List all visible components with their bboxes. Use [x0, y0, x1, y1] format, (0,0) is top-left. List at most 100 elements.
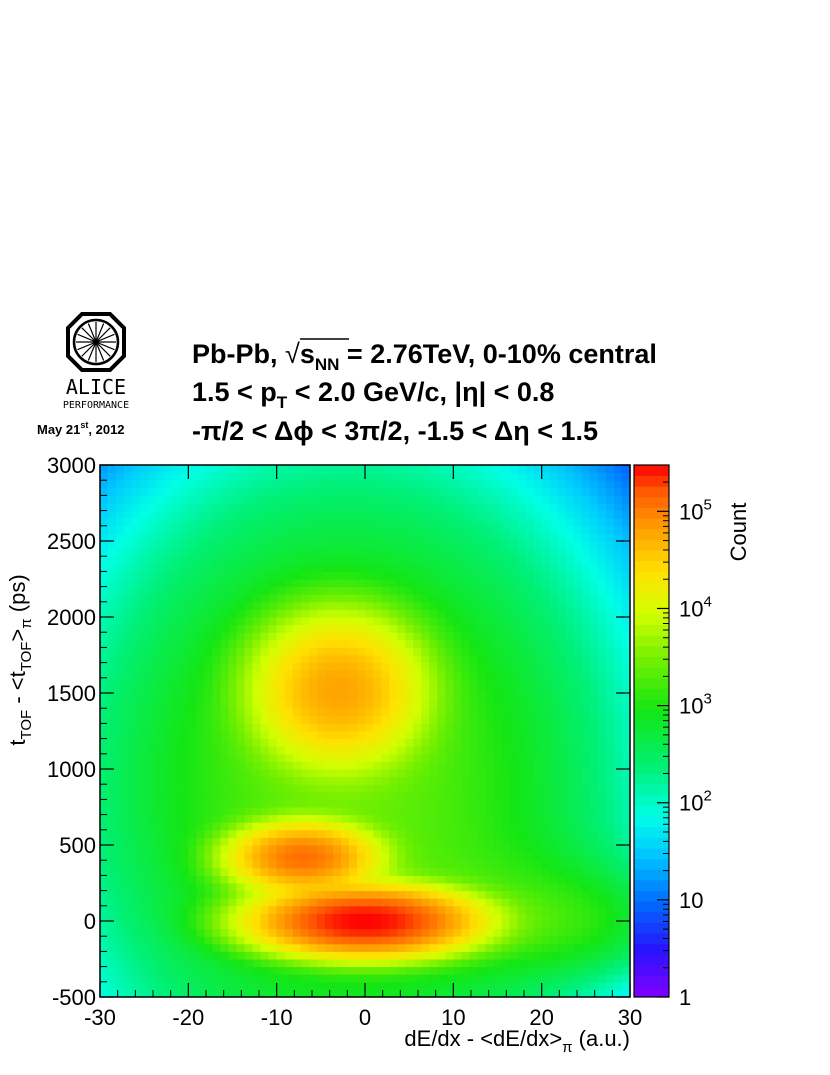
heatmap-cell	[421, 487, 430, 496]
heatmap-cell	[365, 913, 374, 922]
heatmap-cell	[196, 541, 205, 550]
heatmap-cell	[485, 465, 494, 474]
heatmap-cell	[108, 852, 117, 861]
heatmap-cell	[316, 472, 326, 481]
heatmap-cell	[356, 579, 366, 588]
heatmap-cell	[437, 548, 446, 557]
heatmap-cell	[485, 951, 494, 960]
heatmap-cell	[389, 951, 398, 960]
heatmap-cell	[365, 807, 374, 816]
heatmap-cell	[100, 609, 109, 618]
heatmap-cell	[148, 753, 157, 762]
heatmap-cell	[196, 807, 205, 816]
heatmap-cell	[356, 700, 366, 709]
heatmap-cell	[573, 601, 583, 610]
heatmap-cell	[429, 700, 438, 709]
heatmap-cell	[132, 989, 141, 998]
heatmap-cell	[517, 503, 527, 512]
heatmap-cell	[140, 814, 149, 823]
heatmap-cell	[397, 746, 406, 755]
heatmap-cell	[501, 921, 511, 930]
heatmap-cell	[124, 480, 133, 489]
heatmap-cell	[453, 609, 462, 618]
heatmap-cell	[493, 928, 503, 937]
heatmap-cell	[405, 677, 414, 686]
heatmap-cell	[557, 495, 567, 504]
heatmap-cell	[268, 655, 278, 664]
heatmap-cell	[220, 518, 229, 527]
heatmap-cell	[324, 860, 334, 869]
heatmap-cell	[284, 465, 294, 474]
heatmap-cell	[172, 761, 181, 770]
heatmap-cell	[573, 731, 583, 740]
heatmap-cell	[188, 693, 197, 702]
heatmap-cell	[348, 867, 358, 876]
heatmap-cell	[332, 966, 342, 975]
heatmap-cell	[605, 807, 615, 816]
heatmap-cell	[501, 662, 511, 671]
heatmap-cell	[348, 829, 358, 838]
heatmap-cell	[132, 685, 141, 694]
heatmap-cell	[469, 662, 478, 671]
heatmap-cell	[437, 905, 446, 914]
heatmap-cell	[332, 943, 342, 952]
heatmap-cell	[613, 966, 623, 975]
heatmap-cell	[541, 677, 551, 686]
heatmap-cell	[389, 898, 398, 907]
heatmap-cell	[421, 594, 430, 603]
heatmap-cell	[164, 753, 173, 762]
heatmap-cell	[485, 981, 494, 990]
heatmap-cell	[613, 974, 623, 983]
heatmap-cell	[549, 533, 559, 542]
heatmap-cell	[156, 647, 165, 656]
heatmap-cell	[356, 989, 366, 998]
heatmap-cell	[284, 556, 294, 565]
heatmap-cell	[461, 974, 470, 983]
heatmap-cell	[573, 921, 583, 930]
heatmap-cell	[140, 890, 149, 899]
heatmap-cell	[212, 959, 221, 968]
heatmap-cell	[164, 594, 173, 603]
heatmap-cell	[260, 617, 270, 626]
heatmap-cell	[453, 852, 462, 861]
heatmap-cell	[429, 503, 438, 512]
heatmap-cell	[292, 693, 302, 702]
heatmap-cell	[605, 784, 615, 793]
heatmap-cell	[148, 913, 157, 922]
heatmap-cell	[252, 510, 262, 519]
heatmap-cell	[340, 677, 350, 686]
heatmap-cell	[509, 670, 519, 679]
color-scale-band	[634, 890, 669, 902]
heatmap-cell	[381, 974, 390, 983]
heatmap-cell	[421, 533, 430, 542]
heatmap-cell	[244, 548, 254, 557]
heatmap-cell	[589, 936, 599, 945]
heatmap-cell	[389, 495, 398, 504]
heatmap-cell	[509, 959, 519, 968]
heatmap-cell	[469, 609, 478, 618]
heatmap-cell	[276, 837, 286, 846]
heatmap-cell	[124, 845, 133, 854]
heatmap-cell	[236, 928, 246, 937]
heatmap-cell	[597, 883, 607, 892]
heatmap-cell	[437, 480, 446, 489]
heatmap-cell	[541, 867, 551, 876]
heatmap-cell	[180, 594, 189, 603]
color-scale-band	[634, 571, 669, 583]
heatmap-cell	[581, 601, 591, 610]
heatmap-cell	[469, 708, 478, 717]
heatmap-cell	[453, 601, 462, 610]
heatmap-cell	[373, 807, 382, 816]
heatmap-cell	[180, 921, 189, 930]
heatmap-cell	[260, 845, 270, 854]
heatmap-cell	[228, 875, 238, 884]
heatmap-cell	[348, 480, 358, 489]
heatmap-cell	[108, 632, 117, 641]
heatmap-cell	[108, 966, 117, 975]
heatmap-cell	[332, 723, 342, 732]
heatmap-cell	[324, 753, 334, 762]
heatmap-cell	[108, 662, 117, 671]
heatmap-cell	[188, 472, 197, 481]
heatmap-cell	[445, 472, 454, 481]
heatmap-cell	[461, 487, 470, 496]
